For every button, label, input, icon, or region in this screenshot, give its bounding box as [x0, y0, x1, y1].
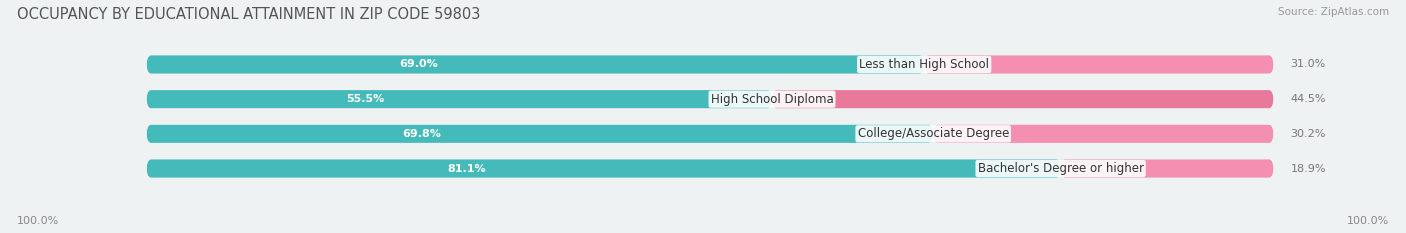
Text: 81.1%: 81.1% [447, 164, 485, 174]
Text: 69.8%: 69.8% [402, 129, 441, 139]
Text: 100.0%: 100.0% [1347, 216, 1389, 226]
Text: 31.0%: 31.0% [1291, 59, 1326, 69]
FancyBboxPatch shape [1060, 160, 1274, 178]
FancyBboxPatch shape [146, 125, 1274, 143]
FancyBboxPatch shape [772, 90, 1274, 108]
Text: Source: ZipAtlas.com: Source: ZipAtlas.com [1278, 7, 1389, 17]
Text: College/Associate Degree: College/Associate Degree [858, 127, 1010, 140]
Text: 55.5%: 55.5% [346, 94, 384, 104]
Text: 44.5%: 44.5% [1291, 94, 1326, 104]
FancyBboxPatch shape [146, 55, 1274, 73]
FancyBboxPatch shape [924, 55, 1274, 73]
Text: Less than High School: Less than High School [859, 58, 990, 71]
FancyBboxPatch shape [146, 55, 924, 73]
Text: 18.9%: 18.9% [1291, 164, 1326, 174]
Text: 100.0%: 100.0% [17, 216, 59, 226]
Text: 30.2%: 30.2% [1291, 129, 1326, 139]
FancyBboxPatch shape [934, 125, 1274, 143]
FancyBboxPatch shape [146, 90, 772, 108]
FancyBboxPatch shape [146, 125, 934, 143]
Text: High School Diploma: High School Diploma [710, 93, 834, 106]
FancyBboxPatch shape [146, 90, 1274, 108]
Text: Bachelor's Degree or higher: Bachelor's Degree or higher [977, 162, 1143, 175]
FancyBboxPatch shape [146, 160, 1274, 178]
FancyBboxPatch shape [146, 160, 1060, 178]
Text: 69.0%: 69.0% [399, 59, 439, 69]
Text: OCCUPANCY BY EDUCATIONAL ATTAINMENT IN ZIP CODE 59803: OCCUPANCY BY EDUCATIONAL ATTAINMENT IN Z… [17, 7, 481, 22]
